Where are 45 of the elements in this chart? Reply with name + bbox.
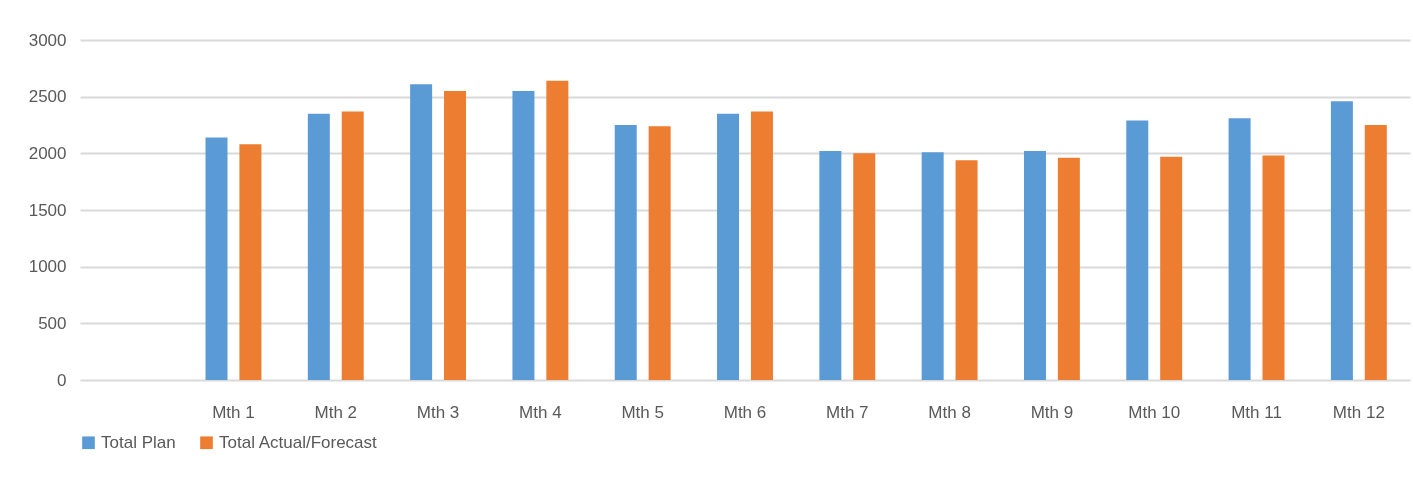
x-tick-label: Mth 1 [212,402,255,422]
y-tick-label: 1500 [28,200,67,220]
x-tick-label: Mth 6 [723,402,767,422]
bar [921,152,944,380]
x-tick-label: Mth 9 [1030,402,1074,422]
y-tick-label: 2500 [28,87,67,107]
bar [614,125,637,380]
x-tick-label: Mth 10 [1128,402,1181,422]
bar [1228,118,1251,380]
bar [1023,151,1046,380]
x-tick-label: Mth 8 [928,402,971,422]
bar [853,153,876,380]
x-tick-label: Mth 12 [1332,402,1385,422]
x-tick-label: Mth 5 [621,402,664,422]
bar [546,80,569,380]
bar [444,91,467,380]
y-tick-label: 1000 [28,257,67,277]
bar [819,151,842,380]
y-tick-label: 500 [38,313,67,333]
y-tick-label: 2000 [28,143,67,163]
bar [410,84,433,380]
bar [512,91,535,380]
bar [717,113,740,380]
bar [1057,157,1080,380]
bar [1364,125,1387,380]
x-tick-label: Mth 3 [416,402,460,422]
bar [1262,155,1285,380]
x-tick-label: Mth 2 [314,402,358,422]
bar [648,126,671,380]
bar [955,160,978,380]
x-tick-label: Mth 4 [519,402,562,422]
bar [1126,120,1149,380]
x-tick-label: Mth 11 [1231,402,1282,422]
legend-label: Total Plan [101,432,176,452]
y-tick-label: 0 [57,370,67,390]
y-tick-label: 3000 [28,30,67,50]
bar [307,113,330,380]
x-tick-label: Mth 7 [826,402,869,422]
bar [1160,156,1183,380]
legend-label: Total Actual/Forecast [219,432,378,452]
bar [1330,101,1353,380]
bar [750,111,773,380]
bar [205,137,228,380]
bar [239,144,262,380]
bar [341,111,364,380]
